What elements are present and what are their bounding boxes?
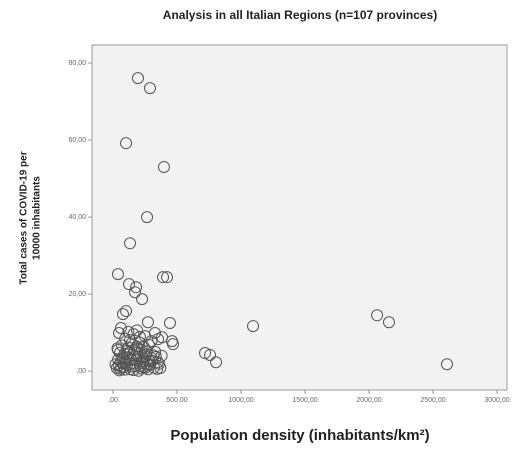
point xyxy=(161,271,174,284)
point xyxy=(210,356,223,369)
point xyxy=(141,316,154,329)
point xyxy=(122,354,135,367)
point xyxy=(122,325,135,338)
point xyxy=(157,161,170,174)
x-tick-label: 500,00 xyxy=(166,397,188,404)
point xyxy=(111,268,124,281)
chart-title: Analysis in all Italian Regions (n=107 p… xyxy=(163,8,437,22)
point xyxy=(127,328,140,341)
point xyxy=(124,237,137,250)
point xyxy=(111,342,124,355)
y-axis-label: 10000 inhabitants xyxy=(32,176,43,260)
point xyxy=(131,324,144,337)
point xyxy=(129,286,142,299)
point xyxy=(247,320,260,333)
x-axis-label: Population density (inhabitants/km²) xyxy=(170,427,429,444)
y-tick-label: 60,00 xyxy=(68,137,86,144)
point xyxy=(149,350,162,363)
plot-area xyxy=(91,44,508,391)
point xyxy=(146,354,159,367)
point xyxy=(141,211,154,224)
y-tick-label: ,00 xyxy=(76,368,86,375)
x-tick-label: 1500,00 xyxy=(292,397,317,404)
point xyxy=(156,331,169,344)
point xyxy=(120,137,133,150)
x-tick-label: 2000,00 xyxy=(356,397,381,404)
x-tick-label: 3000,00 xyxy=(484,397,509,404)
point xyxy=(137,361,150,374)
x-tick-label: ,00 xyxy=(108,397,118,404)
point xyxy=(128,343,141,356)
point xyxy=(114,362,127,375)
point xyxy=(136,293,149,306)
point xyxy=(199,347,212,360)
point xyxy=(133,330,146,343)
point xyxy=(155,349,168,362)
point xyxy=(382,316,395,329)
point xyxy=(131,72,144,85)
point xyxy=(157,271,170,284)
point xyxy=(204,348,217,361)
point xyxy=(154,362,167,375)
point xyxy=(130,281,143,294)
point xyxy=(144,358,157,371)
point xyxy=(167,338,180,351)
x-tick-label: 1000,00 xyxy=(228,397,253,404)
point xyxy=(440,358,453,371)
point xyxy=(142,338,155,351)
y-axis-label: Total cases of COVID-19 per xyxy=(19,151,30,284)
point xyxy=(143,82,156,95)
point xyxy=(116,308,129,321)
point xyxy=(120,305,133,318)
point xyxy=(371,309,384,322)
point xyxy=(163,317,176,330)
point xyxy=(122,278,135,291)
point xyxy=(114,322,127,335)
y-tick-label: 20,00 xyxy=(68,291,86,298)
point xyxy=(151,356,164,369)
x-tick-label: 2500,00 xyxy=(420,397,445,404)
point xyxy=(126,348,139,361)
point xyxy=(145,335,158,348)
point xyxy=(147,349,160,362)
y-tick-label: 80,00 xyxy=(68,60,86,67)
y-tick-label: 40,00 xyxy=(68,214,86,221)
